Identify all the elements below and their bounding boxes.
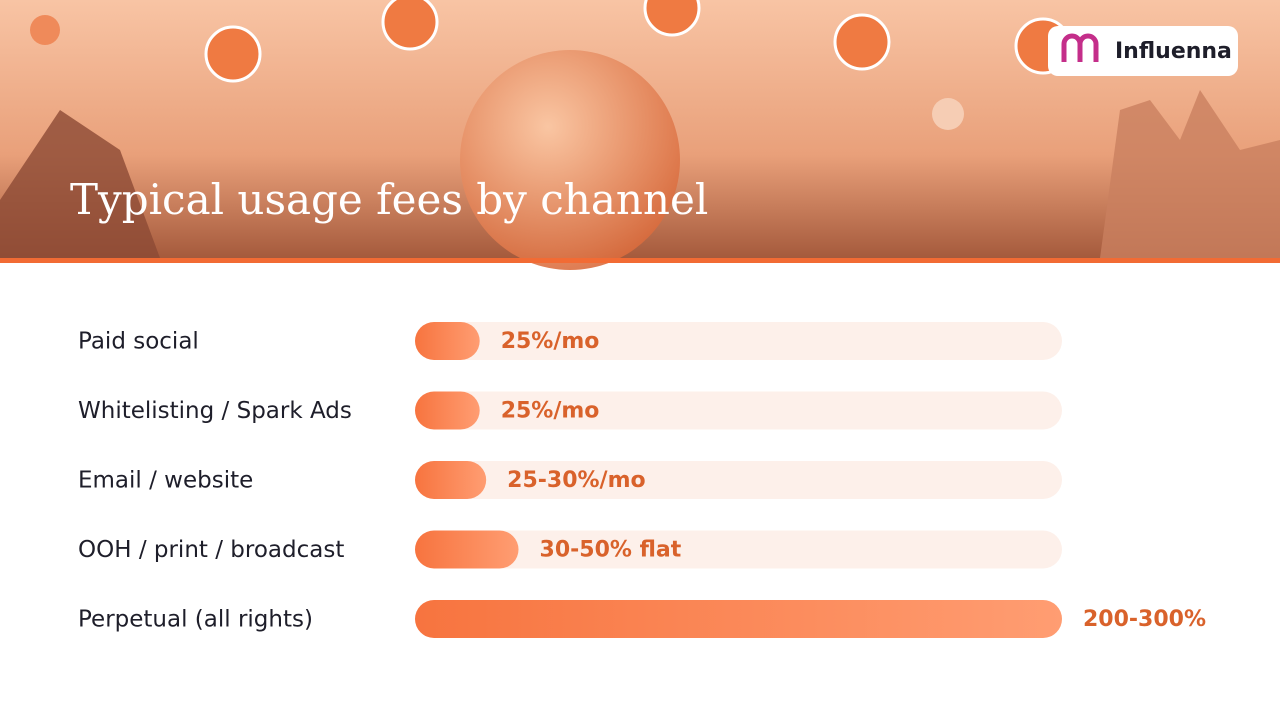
- category-label: Email / website: [78, 468, 253, 494]
- category-label: Perpetual (all rights): [78, 607, 313, 633]
- bar: [415, 322, 480, 360]
- bar-track: [415, 461, 1062, 499]
- value-label: 25-30%/mo: [507, 468, 645, 493]
- category-label: Paid social: [78, 329, 199, 355]
- bar-track: [415, 530, 1062, 569]
- bar-track: [415, 391, 1062, 430]
- brand-logo: Influenna: [1115, 39, 1232, 64]
- category-label: OOH / print / broadcast: [78, 537, 344, 563]
- bar-track: [415, 322, 1062, 360]
- value-label: 25%/mo: [501, 329, 600, 354]
- value-label: 30-50% flat: [540, 538, 682, 563]
- bar: [415, 391, 480, 430]
- value-label: 200-300%: [1083, 607, 1206, 632]
- bar: [415, 530, 519, 569]
- bar: [415, 600, 1062, 638]
- chart-title: Typical usage fees by channel: [70, 175, 708, 224]
- value-label: 25%/mo: [501, 399, 600, 424]
- banner: Influenna Typical usage fees by channel: [0, 0, 1280, 270]
- plot: Paid social 25%/mo Whitelisting / Spark Ad…: [78, 322, 1206, 638]
- bar: [415, 461, 487, 499]
- category-label: Whitelisting / Spark Ads: [78, 398, 352, 424]
